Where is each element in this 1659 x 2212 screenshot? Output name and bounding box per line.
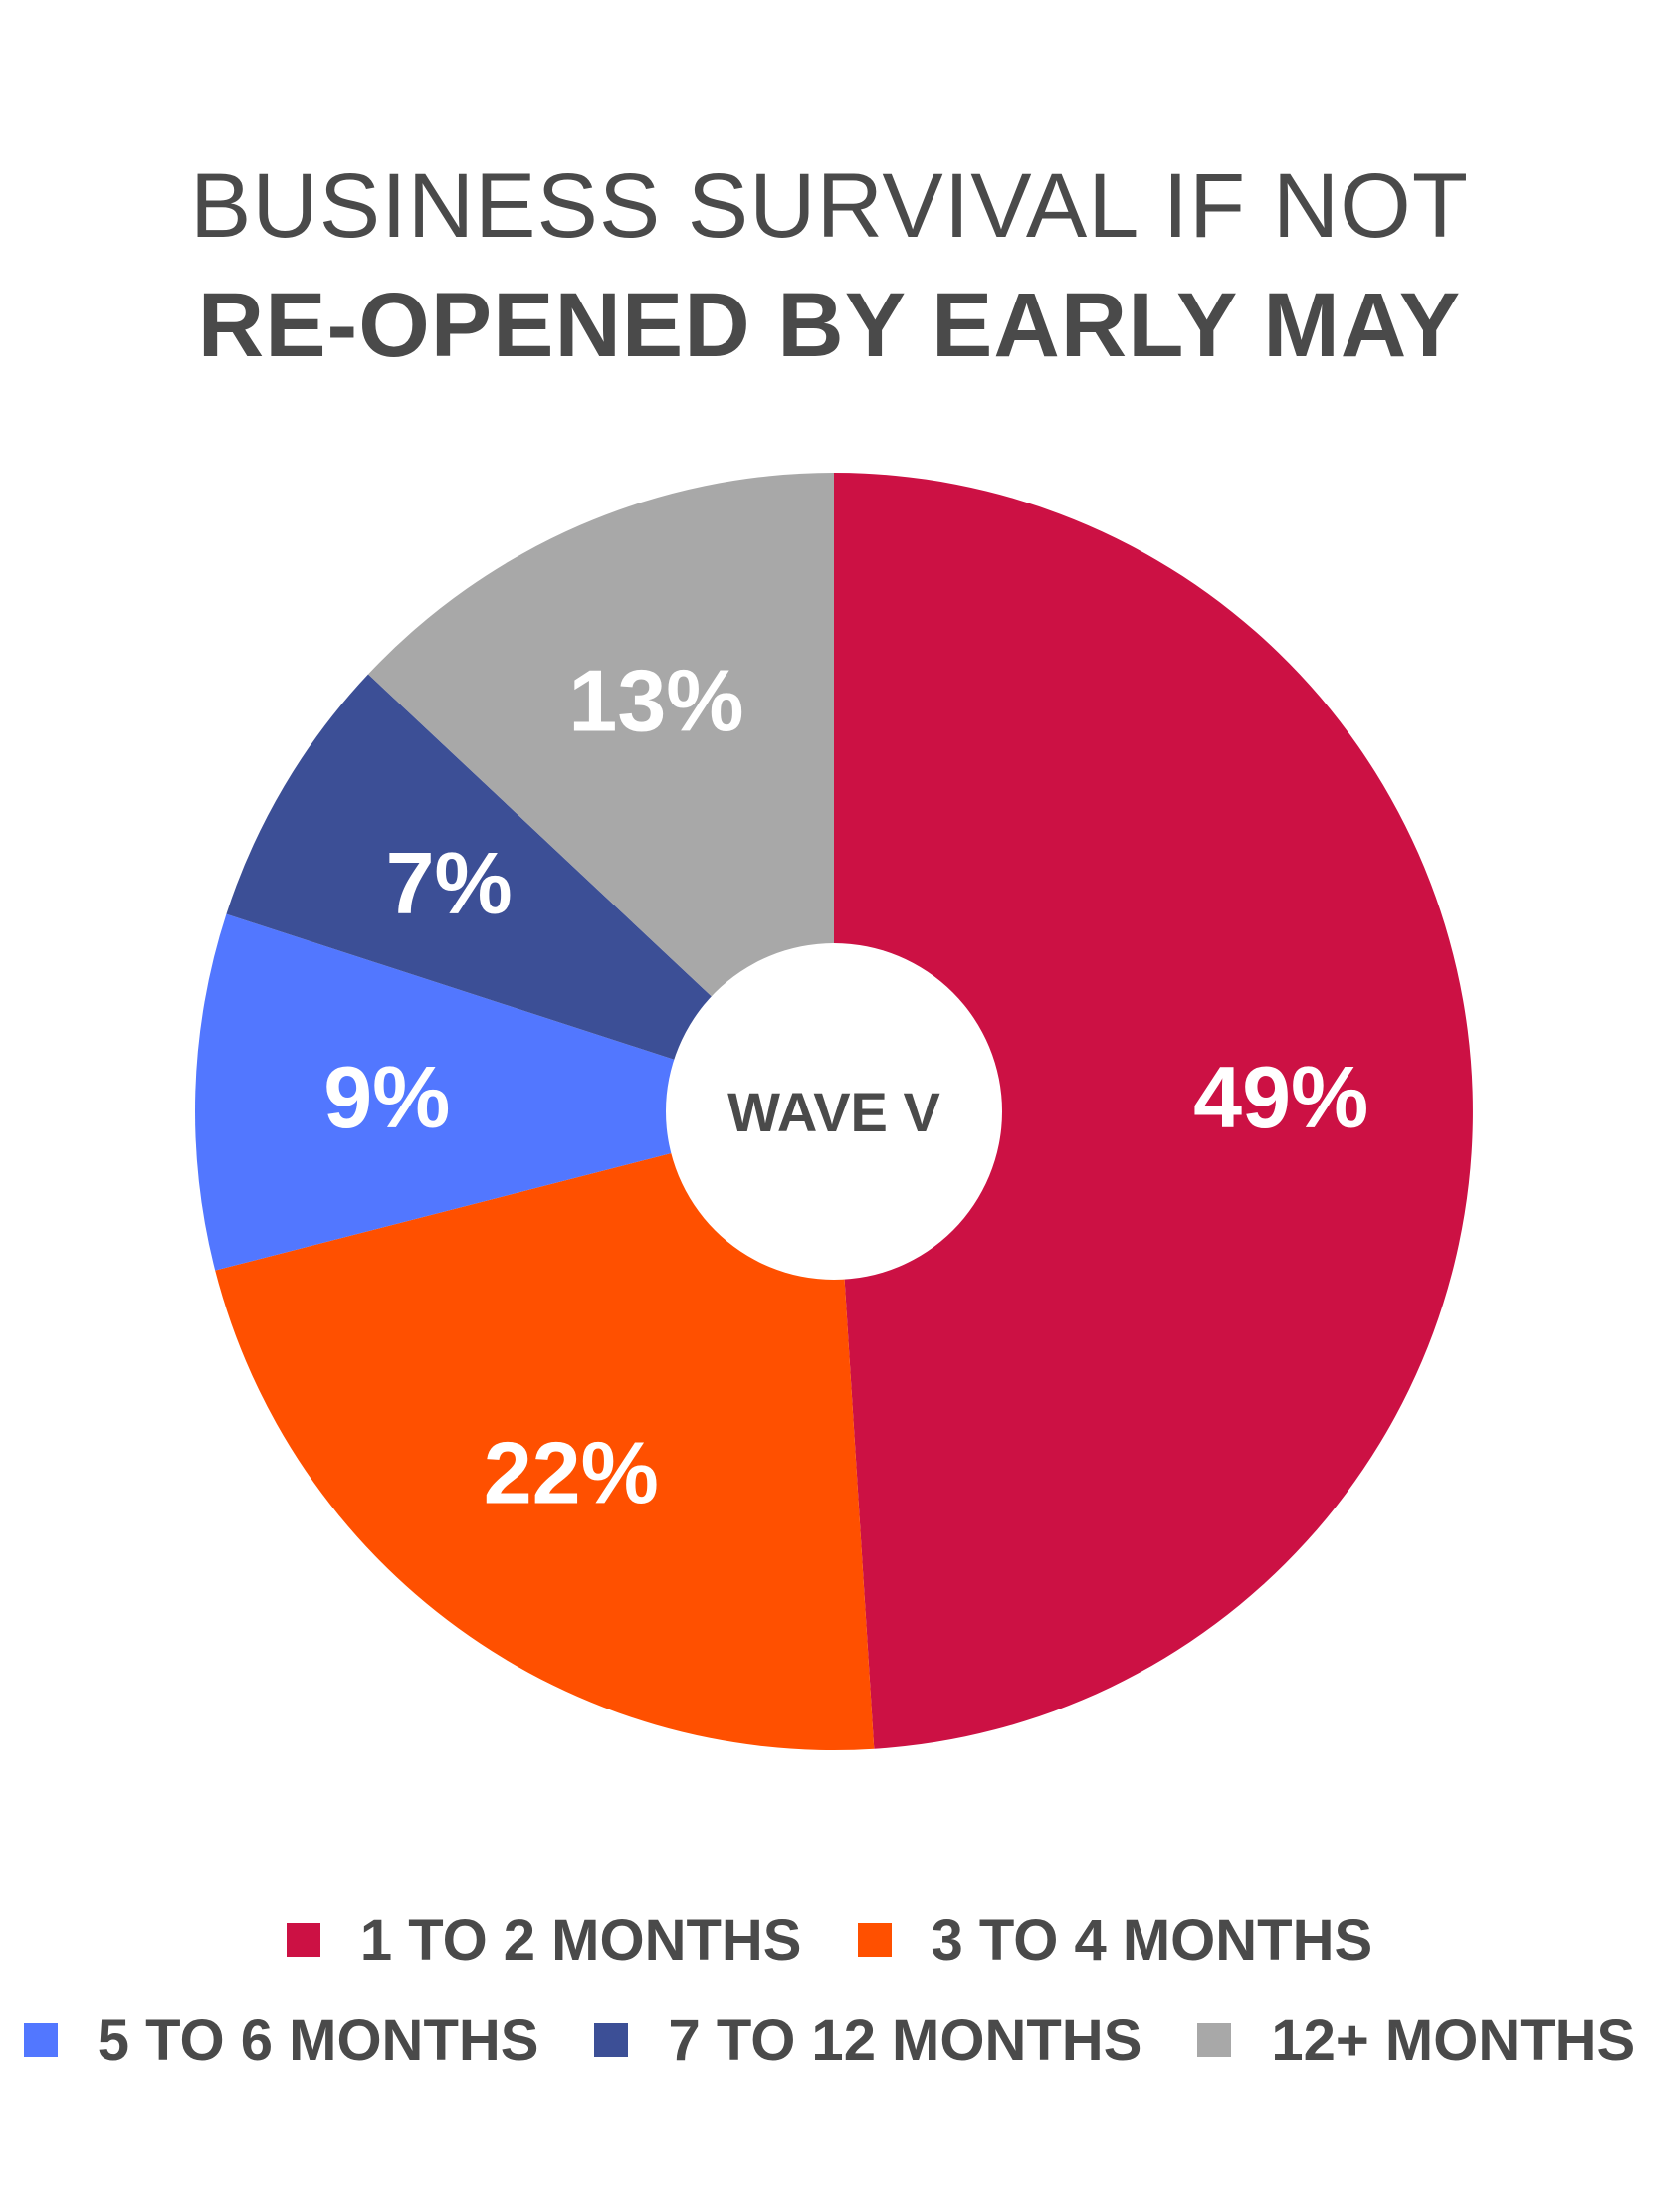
chart-title: BUSINESS SURVIVAL IF NOT RE-OPENED BY EA… [0, 149, 1659, 388]
slice-data-label: 13% [568, 652, 743, 750]
legend-item-1-to-2-months: 1 TO 2 MONTHS [286, 1908, 802, 1974]
slice-data-label: 49% [1193, 1048, 1368, 1146]
legend-swatch [857, 1923, 892, 1957]
legend-item-12-plus-months: 12+ MONTHS [1197, 2007, 1635, 2074]
legend-label: 3 TO 4 MONTHS [931, 1908, 1373, 1973]
slice-data-label: 22% [484, 1424, 659, 1522]
pie-slice-7-to-12-months [226, 674, 835, 1111]
center-label: WAVE V [727, 1081, 940, 1143]
pie-slice-5-to-6-months [194, 913, 835, 1271]
legend-row-1: 1 TO 2 MONTHS 3 TO 4 MONTHS [0, 1891, 1659, 1990]
legend-swatch [594, 2023, 629, 2057]
legend-label: 1 TO 2 MONTHS [359, 1908, 802, 1973]
slice-data-label: 7% [386, 834, 513, 932]
pie-slices [194, 473, 1473, 1750]
chart-legend: 1 TO 2 MONTHS 3 TO 4 MONTHS 5 TO 6 MONTH… [0, 1891, 1659, 2090]
donut-center-hole [666, 943, 1002, 1280]
slice-data-label: 9% [323, 1048, 450, 1146]
legend-item-7-to-12-months: 7 TO 12 MONTHS [594, 2007, 1141, 2074]
legend-label: 12+ MONTHS [1271, 2007, 1636, 2073]
legend-swatch [1197, 2023, 1232, 2057]
pie-slice-labels: 49% 22% 9% 7% 13% [323, 652, 1368, 1522]
pie-slice-1-to-2-months [834, 473, 1473, 1749]
legend-swatch [23, 2023, 58, 2057]
pie-chart: 49% 22% 9% 7% 13% WAVE V [194, 473, 1473, 1750]
legend-item-5-to-6-months: 5 TO 6 MONTHS [23, 2007, 539, 2074]
legend-swatch [286, 1923, 320, 1957]
legend-label: 7 TO 12 MONTHS [668, 2007, 1142, 2073]
pie-slice-3-to-4-months [215, 1111, 875, 1750]
chart-title-line-2: RE-OPENED BY EARLY MAY [197, 275, 1462, 376]
pie-slice-12-plus-months [368, 473, 834, 1111]
legend-label: 5 TO 6 MONTHS [97, 2007, 539, 2073]
chart-title-line-1: BUSINESS SURVIVAL IF NOT [189, 155, 1470, 257]
legend-row-2: 5 TO 6 MONTHS 7 TO 12 MONTHS 12+ MONTHS [0, 1990, 1659, 2090]
legend-item-3-to-4-months: 3 TO 4 MONTHS [857, 1908, 1373, 1974]
